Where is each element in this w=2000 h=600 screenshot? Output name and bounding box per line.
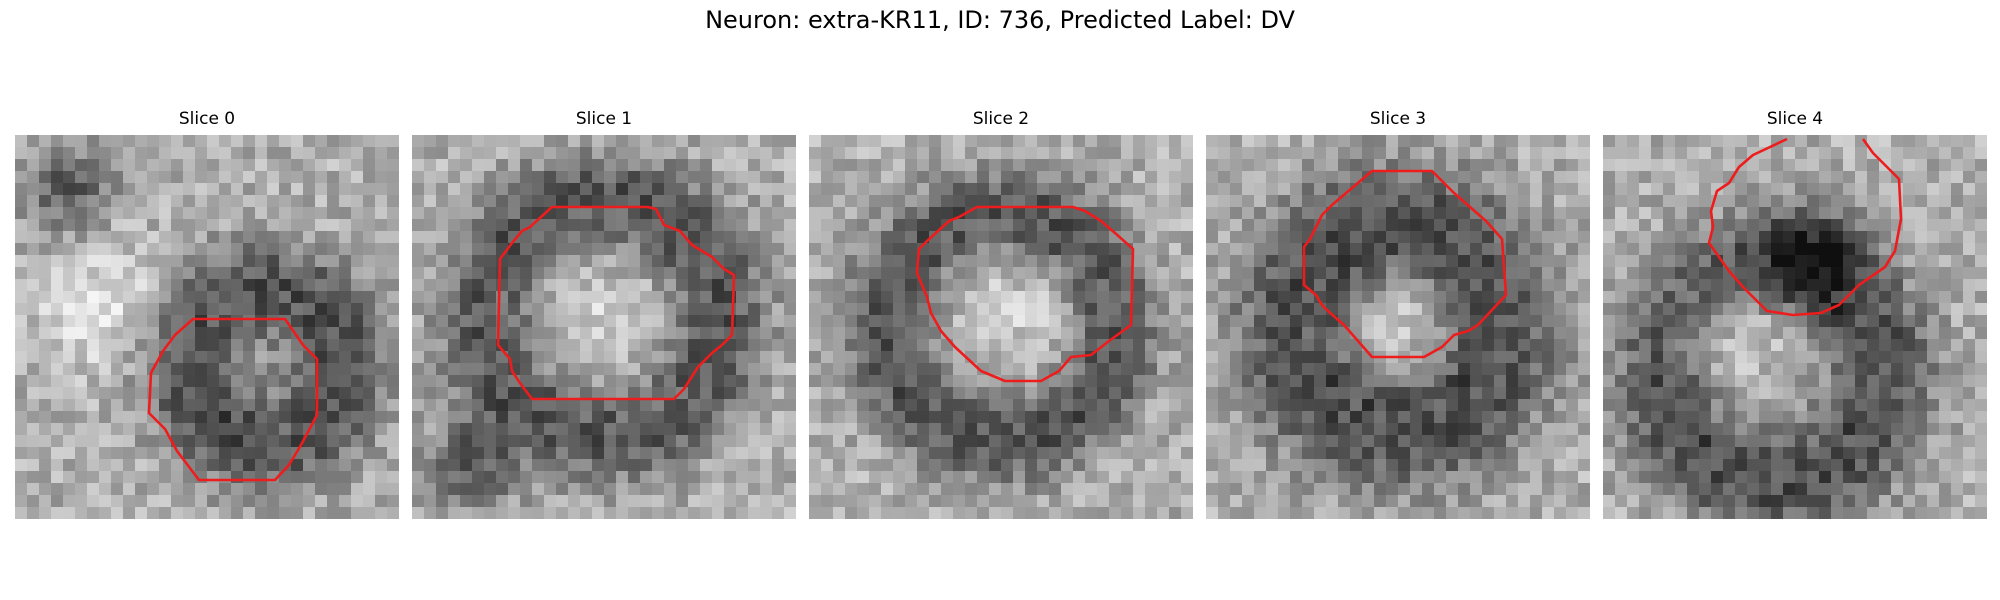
slice-image-4 [1603, 135, 1987, 519]
slice-panel-3: Slice 3 [1206, 108, 1590, 519]
segmentation-contour [915, 205, 1135, 383]
slice-panel-2: Slice 2 [809, 108, 1193, 519]
slice-title-0: Slice 0 [178, 109, 236, 129]
slice-image-3 [1206, 135, 1590, 519]
slice-panel-0: Slice 0 [15, 108, 399, 519]
slice-panel-1: Slice 1 [412, 108, 796, 519]
segmentation-contour [1302, 169, 1508, 359]
slice-title-4: Slice 4 [1766, 109, 1824, 129]
slice-panel-4: Slice 4 [1603, 108, 1987, 519]
slice-image-0 [15, 135, 399, 519]
slice-image-2 [809, 135, 1193, 519]
figure-title: Neuron: extra-KR11, ID: 736, Predicted L… [705, 6, 1295, 34]
segmentation-contour [1707, 137, 1903, 317]
slice-title-3: Slice 3 [1369, 109, 1427, 129]
slice-image-1 [412, 135, 796, 519]
slice-title-2: Slice 2 [972, 109, 1030, 129]
segmentation-contour [496, 205, 736, 401]
segmentation-contour [147, 317, 319, 482]
slice-title-1: Slice 1 [575, 109, 633, 129]
